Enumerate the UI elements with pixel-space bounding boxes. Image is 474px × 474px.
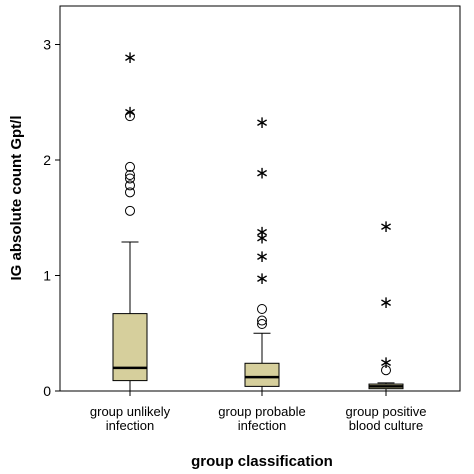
box-iqr <box>112 313 148 382</box>
y-tick-label: 3 <box>43 37 51 53</box>
extreme-point: ∗ <box>255 269 269 289</box>
outlier-point <box>125 187 135 198</box>
x-category-label: infection <box>106 418 154 433</box>
extreme-point: ∗ <box>123 102 137 122</box>
extreme-point: ∗ <box>255 223 269 243</box>
outlier-point <box>257 315 267 326</box>
y-tick-label: 2 <box>43 152 51 168</box>
x-category-label: group unlikely <box>90 404 171 419</box>
extreme-point: ∗ <box>123 48 137 68</box>
boxes-layer: ∗∗∗∗∗∗∗∗∗∗∗ <box>112 48 404 392</box>
box-group: ∗ ∗ ∗ <box>368 217 404 392</box>
extreme-point: ∗ <box>255 228 269 248</box>
outlier-point <box>257 303 267 314</box>
y-axis-title: IG absolute count Gpt/l <box>8 116 25 281</box>
outlier-point <box>125 111 135 122</box>
x-category-label: infection <box>238 418 286 433</box>
outlier-point <box>125 161 135 172</box>
extreme-point: ∗ <box>255 164 269 184</box>
y-tick-label: 1 <box>43 268 51 284</box>
box-group: ∗∗ <box>112 48 148 392</box>
extreme-point: ∗ <box>379 293 393 313</box>
extreme-point: ∗ <box>379 353 393 373</box>
outlier-point <box>381 365 391 376</box>
outlier-point <box>257 319 267 330</box>
outlier-point <box>125 173 135 184</box>
outlier-point <box>125 205 135 216</box>
x-category-label: group positive <box>346 404 427 419</box>
box-group: ∗∗∗∗∗∗ <box>244 113 280 392</box>
x-category-label: group probable <box>218 404 305 419</box>
outlier-point <box>125 180 135 191</box>
x-category-label: blood culture <box>349 418 423 433</box>
y-tick-label: 0 <box>43 383 51 399</box>
x-axis-title: group classification <box>191 453 333 470</box>
extreme-point: ∗ <box>255 113 269 133</box>
extreme-point: ∗ <box>255 247 269 267</box>
y-axis: 0 1 2 3 <box>43 37 60 399</box>
box-iqr <box>244 362 280 387</box>
outlier-point <box>125 170 135 181</box>
extreme-point: ∗ <box>379 217 393 237</box>
